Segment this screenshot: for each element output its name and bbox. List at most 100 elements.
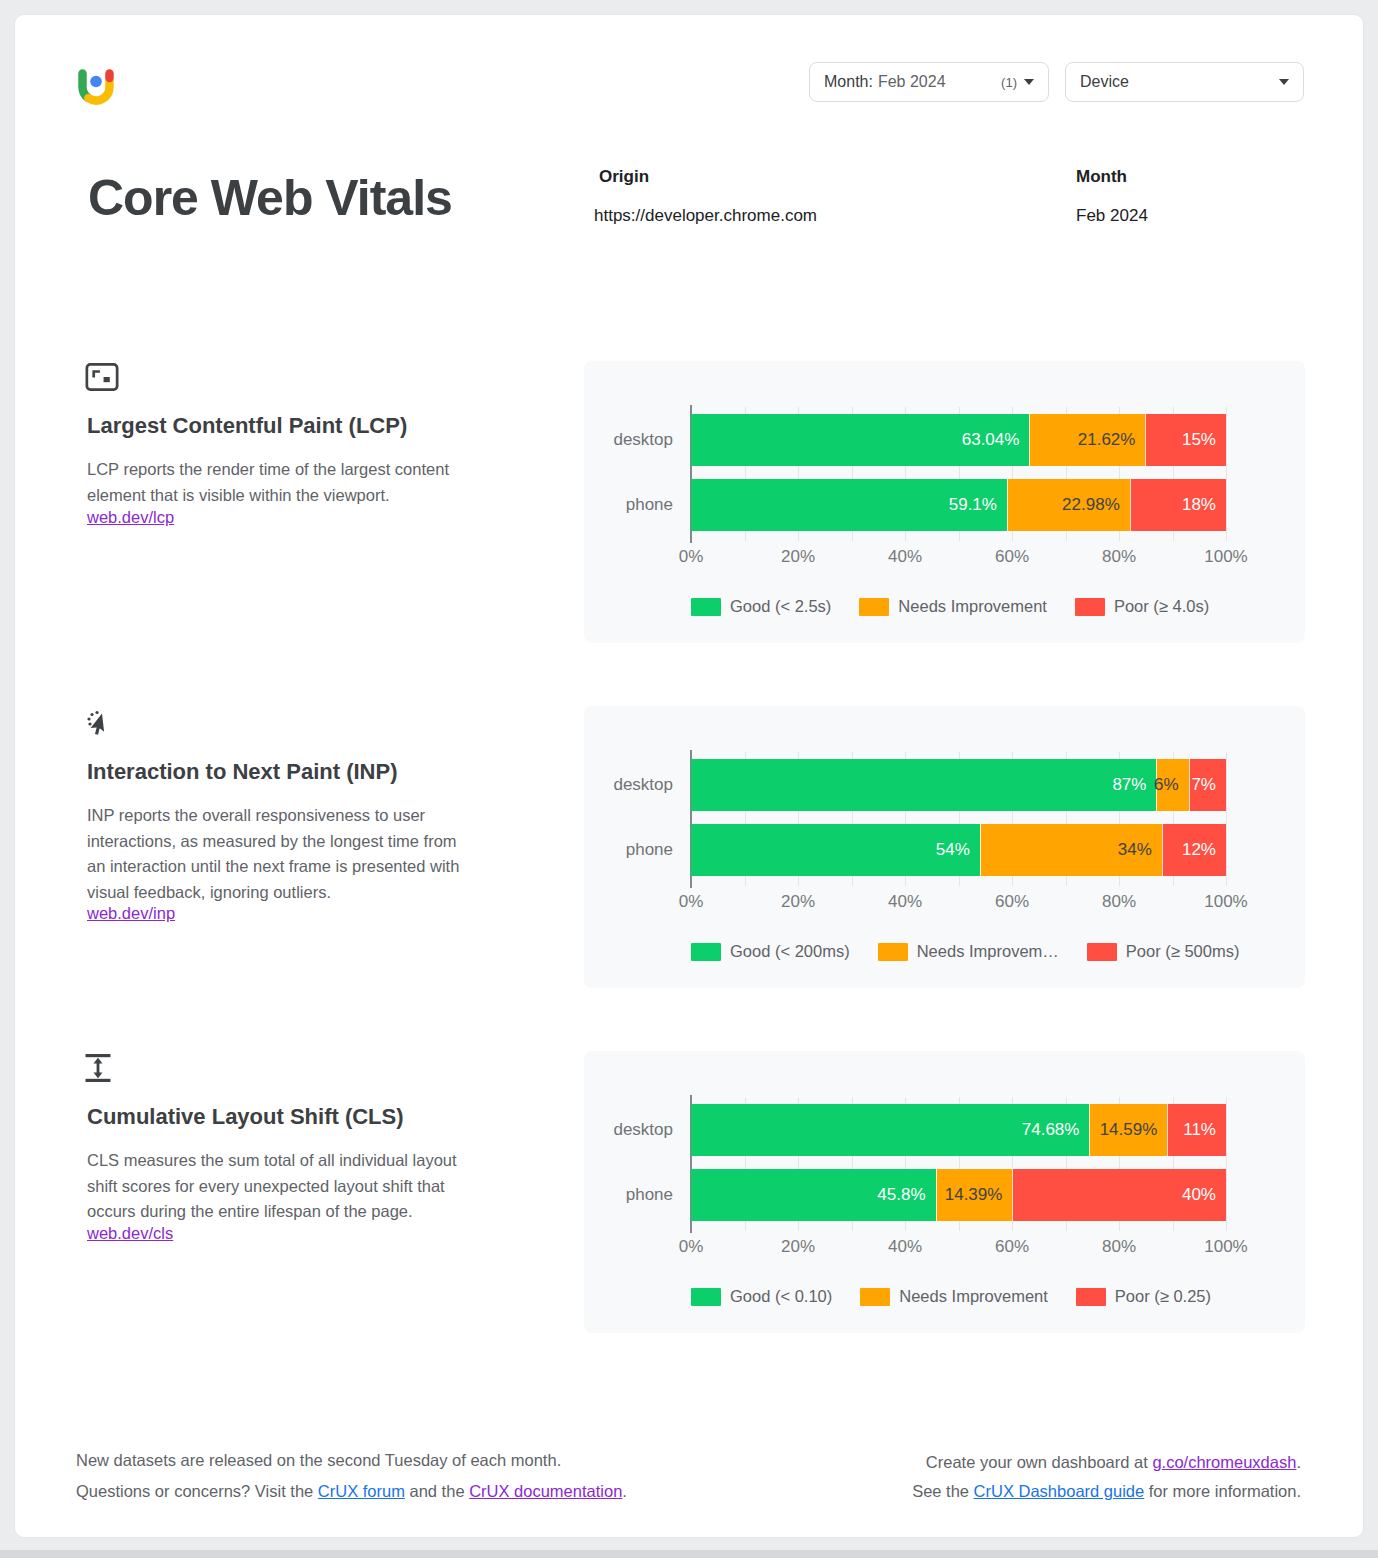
legend-item-ni: Needs Improvement [860,1287,1048,1306]
legend-swatch-poor [1087,943,1117,961]
bottom-strip [0,1550,1378,1558]
bar-segment-ni-phone[interactable]: 14.39% [936,1169,1013,1221]
bar-segment-poor-desktop[interactable]: 7% [1189,759,1226,811]
bar-segment-poor-phone[interactable]: 40% [1012,1169,1226,1221]
inp-icon [85,709,115,739]
legend-swatch-good [691,1288,721,1306]
footer-left: New datasets are released on the second … [76,1445,627,1507]
legend-label: Good (< 2.5s) [730,597,831,616]
chart-legend: Good (< 200ms) Needs Improvem… Poor (≥ 500… [691,942,1239,961]
month-filter-dropdown[interactable]: Month: Feb 2024 (1) [809,62,1049,102]
x-tick-label: 20% [781,892,815,912]
category-label-phone: phone [584,824,673,876]
x-tick-label: 100% [1204,547,1247,567]
crux-forum-link[interactable]: CrUX forum [318,1482,405,1500]
x-tick-label: 20% [781,547,815,567]
footer-right-line2: See the CrUX Dashboard guide for more in… [912,1477,1301,1506]
crux-logo [76,65,116,107]
bar-segment-good-phone[interactable]: 54% [691,824,980,876]
x-tick-label: 80% [1102,1237,1136,1257]
bar-segment-ni-phone[interactable]: 22.98% [1007,479,1130,531]
bar-phone: 59.1%22.98%18% [691,479,1226,531]
bar-segment-poor-phone[interactable]: 12% [1162,824,1226,876]
legend-item-ni: Needs Improvem… [878,942,1059,961]
bar-segment-poor-desktop[interactable]: 11% [1167,1104,1226,1156]
legend-label: Needs Improvement [899,1287,1048,1306]
bar-desktop: 63.04%21.62%15% [691,414,1226,466]
bar-segment-ni-desktop[interactable]: 14.59% [1089,1104,1167,1156]
cls-icon [85,1053,111,1083]
chart-legend: Good (< 0.10) Needs Improvement Poor (≥ 0.… [691,1287,1211,1306]
legend-swatch-good [691,943,721,961]
category-label-desktop: desktop [584,414,673,466]
x-tick-label: 100% [1204,1237,1247,1257]
x-tick-label: 80% [1102,547,1136,567]
cls-section-description: CLS measures the sum total of all indivi… [87,1148,473,1225]
legend-swatch-poor [1076,1288,1106,1306]
bar-segment-ni-phone[interactable]: 34% [980,824,1162,876]
category-label-desktop: desktop [584,1104,673,1156]
cls-chart-panel: desktop74.68%14.59%11%phone45.8%14.39%40… [584,1051,1305,1333]
month-value: Feb 2024 [1076,206,1148,226]
origin-value: https://developer.chrome.com [594,206,817,226]
legend-label: Poor (≥ 500ms) [1126,942,1240,961]
bar-segment-good-phone[interactable]: 59.1% [691,479,1007,531]
gridline [1226,407,1227,541]
gridline [1226,752,1227,886]
chevron-down-icon [1279,79,1289,85]
bar-segment-good-desktop[interactable]: 63.04% [691,414,1029,466]
device-filter-dropdown[interactable]: Device [1065,62,1304,102]
origin-label: Origin [599,167,649,187]
bar-desktop: 87%6%7% [691,759,1226,811]
gridline [1226,1097,1227,1231]
cls-link[interactable]: web.dev/cls [87,1224,173,1243]
x-tick-label: 80% [1102,892,1136,912]
legend-swatch-ni [860,1288,890,1306]
inp-section-description: INP reports the overall responsiveness t… [87,803,473,905]
bar-segment-good-desktop[interactable]: 74.68% [691,1104,1089,1156]
bar-segment-good-desktop[interactable]: 87% [691,759,1156,811]
lcp-chart-panel: desktop 63.04%21.62%15% phone 59.1%22.98%18… [584,361,1305,643]
legend-item-good: Good (< 2.5s) [691,597,831,616]
x-tick-label: 60% [995,892,1029,912]
inp-link[interactable]: web.dev/inp [87,904,175,923]
crux-dashboard-guide-link[interactable]: CrUX Dashboard guide [974,1482,1145,1500]
legend-swatch-ni [878,943,908,961]
x-tick-label: 20% [781,1237,815,1257]
legend-item-poor: Poor (≥ 0.25) [1076,1287,1211,1306]
bar-desktop: 74.68%14.59%11% [691,1104,1226,1156]
legend-label: Good (< 0.10) [730,1287,832,1306]
month-filter-count: (1) [1001,75,1017,90]
chart-legend: Good (< 2.5s)Needs ImprovementPoor (≥ 4.… [691,597,1209,616]
inp-section-title: Interaction to Next Paint (INP) [87,759,397,785]
bar-segment-ni-desktop[interactable]: 21.62% [1029,414,1145,466]
lcp-section-description: LCP reports the render time of the large… [87,457,473,508]
bar-segment-poor-desktop[interactable]: 15% [1145,414,1226,466]
bar-phone: 54%34%12% [691,824,1226,876]
bar-segment-ni-desktop[interactable]: 6% [1156,759,1188,811]
bar-segment-good-phone[interactable]: 45.8% [691,1169,936,1221]
crux-documentation-link[interactable]: CrUX documentation [469,1482,622,1500]
legend-item-ni: Needs Improvement [859,597,1047,616]
legend-swatch-poor [1075,598,1105,616]
lcp-section-title: Largest Contentful Paint (LCP) [87,413,407,439]
legend-item-good: Good (< 200ms) [691,942,850,961]
month-label: Month [1076,167,1127,187]
legend-swatch-ni [859,598,889,616]
footer-right-line1: Create your own dashboard at g.co/chrome… [912,1448,1301,1477]
device-filter-label: Device [1080,73,1129,91]
legend-swatch-good [691,598,721,616]
legend-item-good: Good (< 0.10) [691,1287,832,1306]
chromeuxdash-link[interactable]: g.co/chromeuxdash [1152,1453,1296,1471]
bar-phone: 45.8%14.39%40% [691,1169,1226,1221]
page-title: Core Web Vitals [88,169,452,227]
x-tick-label: 40% [888,547,922,567]
bar-segment-poor-phone[interactable]: 18% [1130,479,1226,531]
x-tick-label: 40% [888,1237,922,1257]
x-tick-label: 0% [679,892,704,912]
legend-label: Needs Improvem… [917,942,1059,961]
category-label-desktop: desktop [584,759,673,811]
lcp-link[interactable]: web.dev/lcp [87,508,174,527]
legend-label: Good (< 200ms) [730,942,850,961]
category-label-phone: phone [584,479,673,531]
